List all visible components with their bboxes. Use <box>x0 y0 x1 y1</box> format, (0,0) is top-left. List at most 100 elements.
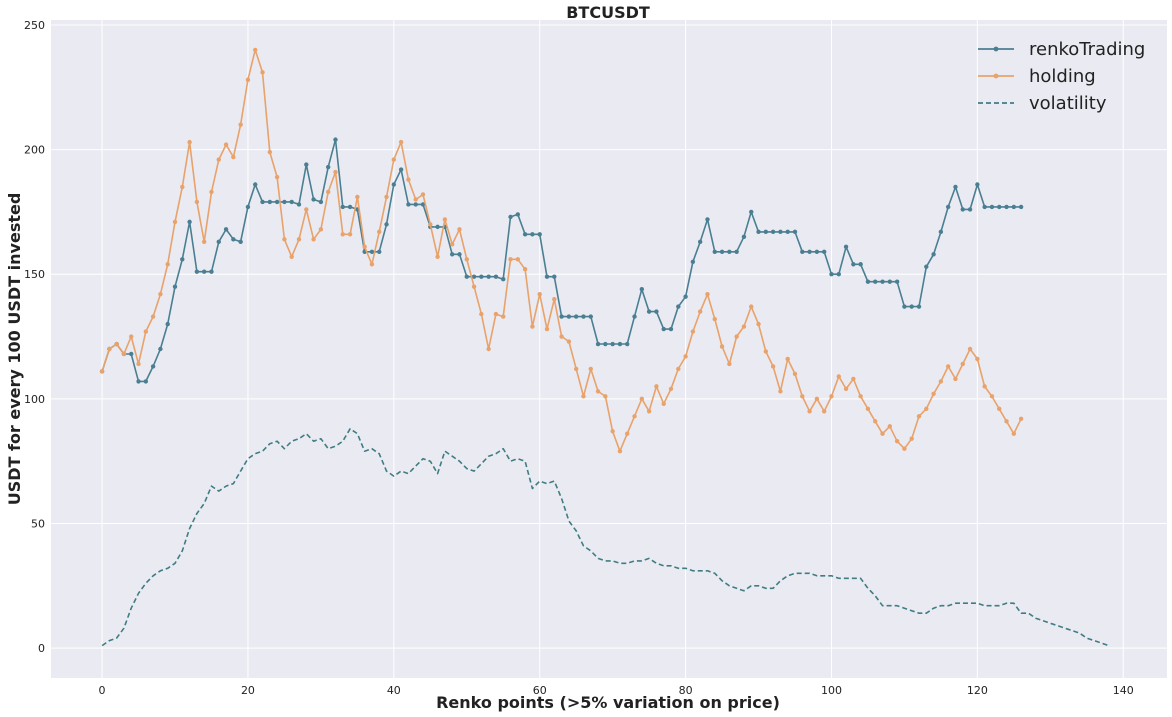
data-point <box>581 394 586 399</box>
data-point <box>639 396 645 402</box>
data-point <box>975 182 980 187</box>
legend-marker <box>993 73 999 79</box>
data-point <box>639 286 645 292</box>
data-point <box>938 229 944 235</box>
data-point <box>909 436 914 441</box>
data-point <box>289 199 294 205</box>
legend-label: volatility <box>1029 93 1107 114</box>
data-point <box>989 204 995 210</box>
data-point <box>953 184 958 190</box>
data-point <box>471 274 477 279</box>
data-point <box>843 244 849 250</box>
data-point <box>340 204 345 210</box>
data-point <box>508 214 513 220</box>
data-point <box>165 321 170 327</box>
data-point <box>530 324 535 329</box>
x-tick-label: 120 <box>967 684 988 697</box>
data-point <box>1004 204 1009 210</box>
data-point <box>982 204 987 210</box>
data-point <box>172 219 178 225</box>
data-point <box>756 321 761 327</box>
data-point <box>945 204 951 210</box>
data-point <box>442 217 448 222</box>
legend-marker <box>993 46 999 52</box>
data-point <box>625 341 630 347</box>
data-point <box>719 249 725 254</box>
data-point <box>909 304 914 309</box>
data-point <box>843 386 849 392</box>
data-point <box>391 182 397 187</box>
data-point <box>807 249 812 254</box>
data-point <box>522 232 528 237</box>
x-tick-label: 40 <box>387 684 401 697</box>
data-point <box>573 314 579 319</box>
data-point <box>865 279 871 284</box>
data-point <box>537 232 542 237</box>
data-point <box>449 252 455 257</box>
data-point <box>172 284 178 289</box>
data-point <box>107 346 112 352</box>
data-point <box>829 394 834 399</box>
x-tick-label: 140 <box>1113 684 1134 697</box>
data-point <box>902 446 907 451</box>
data-point <box>938 379 944 384</box>
data-point <box>719 344 725 349</box>
data-point <box>894 279 900 284</box>
data-point <box>1018 416 1024 421</box>
data-point <box>194 269 200 274</box>
data-point <box>428 222 433 227</box>
data-point <box>486 274 491 279</box>
data-point <box>209 189 214 195</box>
data-point <box>960 361 965 367</box>
data-point <box>829 272 834 277</box>
data-point <box>683 354 688 359</box>
data-point <box>544 326 550 332</box>
data-point <box>756 229 761 235</box>
data-point <box>785 229 790 235</box>
data-point <box>573 366 579 372</box>
data-point <box>997 406 1002 412</box>
data-point <box>595 389 601 394</box>
data-point <box>727 249 732 254</box>
data-point <box>902 304 907 309</box>
data-point <box>749 304 754 309</box>
data-point <box>274 199 280 205</box>
data-point <box>705 291 710 297</box>
data-point <box>559 314 564 319</box>
data-point <box>632 414 637 419</box>
data-point <box>347 232 353 237</box>
x-tick-label: 20 <box>241 684 255 697</box>
data-point <box>617 341 623 347</box>
series-volatility <box>101 427 1109 647</box>
data-point <box>763 229 769 235</box>
data-point <box>333 137 338 142</box>
x-tick-label: 0 <box>99 684 106 697</box>
data-point <box>770 364 776 369</box>
legend-item-holding: holding <box>978 66 1096 87</box>
data-point <box>544 274 550 279</box>
x-tick-label: 100 <box>821 684 842 697</box>
data-point <box>676 366 681 372</box>
legend-label: renkoTrading <box>1029 39 1145 60</box>
data-point <box>821 409 827 414</box>
series-renkoTrading <box>99 137 1024 384</box>
data-point <box>654 384 659 389</box>
data-point <box>770 229 776 235</box>
data-point <box>997 204 1002 210</box>
data-point <box>311 237 316 242</box>
data-point <box>603 394 608 399</box>
data-point <box>967 346 973 352</box>
data-point <box>712 316 717 322</box>
data-point <box>150 364 156 369</box>
data-point <box>420 192 426 197</box>
data-point <box>449 242 455 247</box>
data-point <box>304 207 309 212</box>
data-point <box>479 274 484 279</box>
data-point <box>836 374 841 379</box>
data-point <box>646 409 652 414</box>
data-point <box>916 304 922 309</box>
data-point <box>194 199 200 205</box>
data-point <box>727 361 732 367</box>
data-point <box>398 167 404 172</box>
data-point <box>741 234 747 240</box>
